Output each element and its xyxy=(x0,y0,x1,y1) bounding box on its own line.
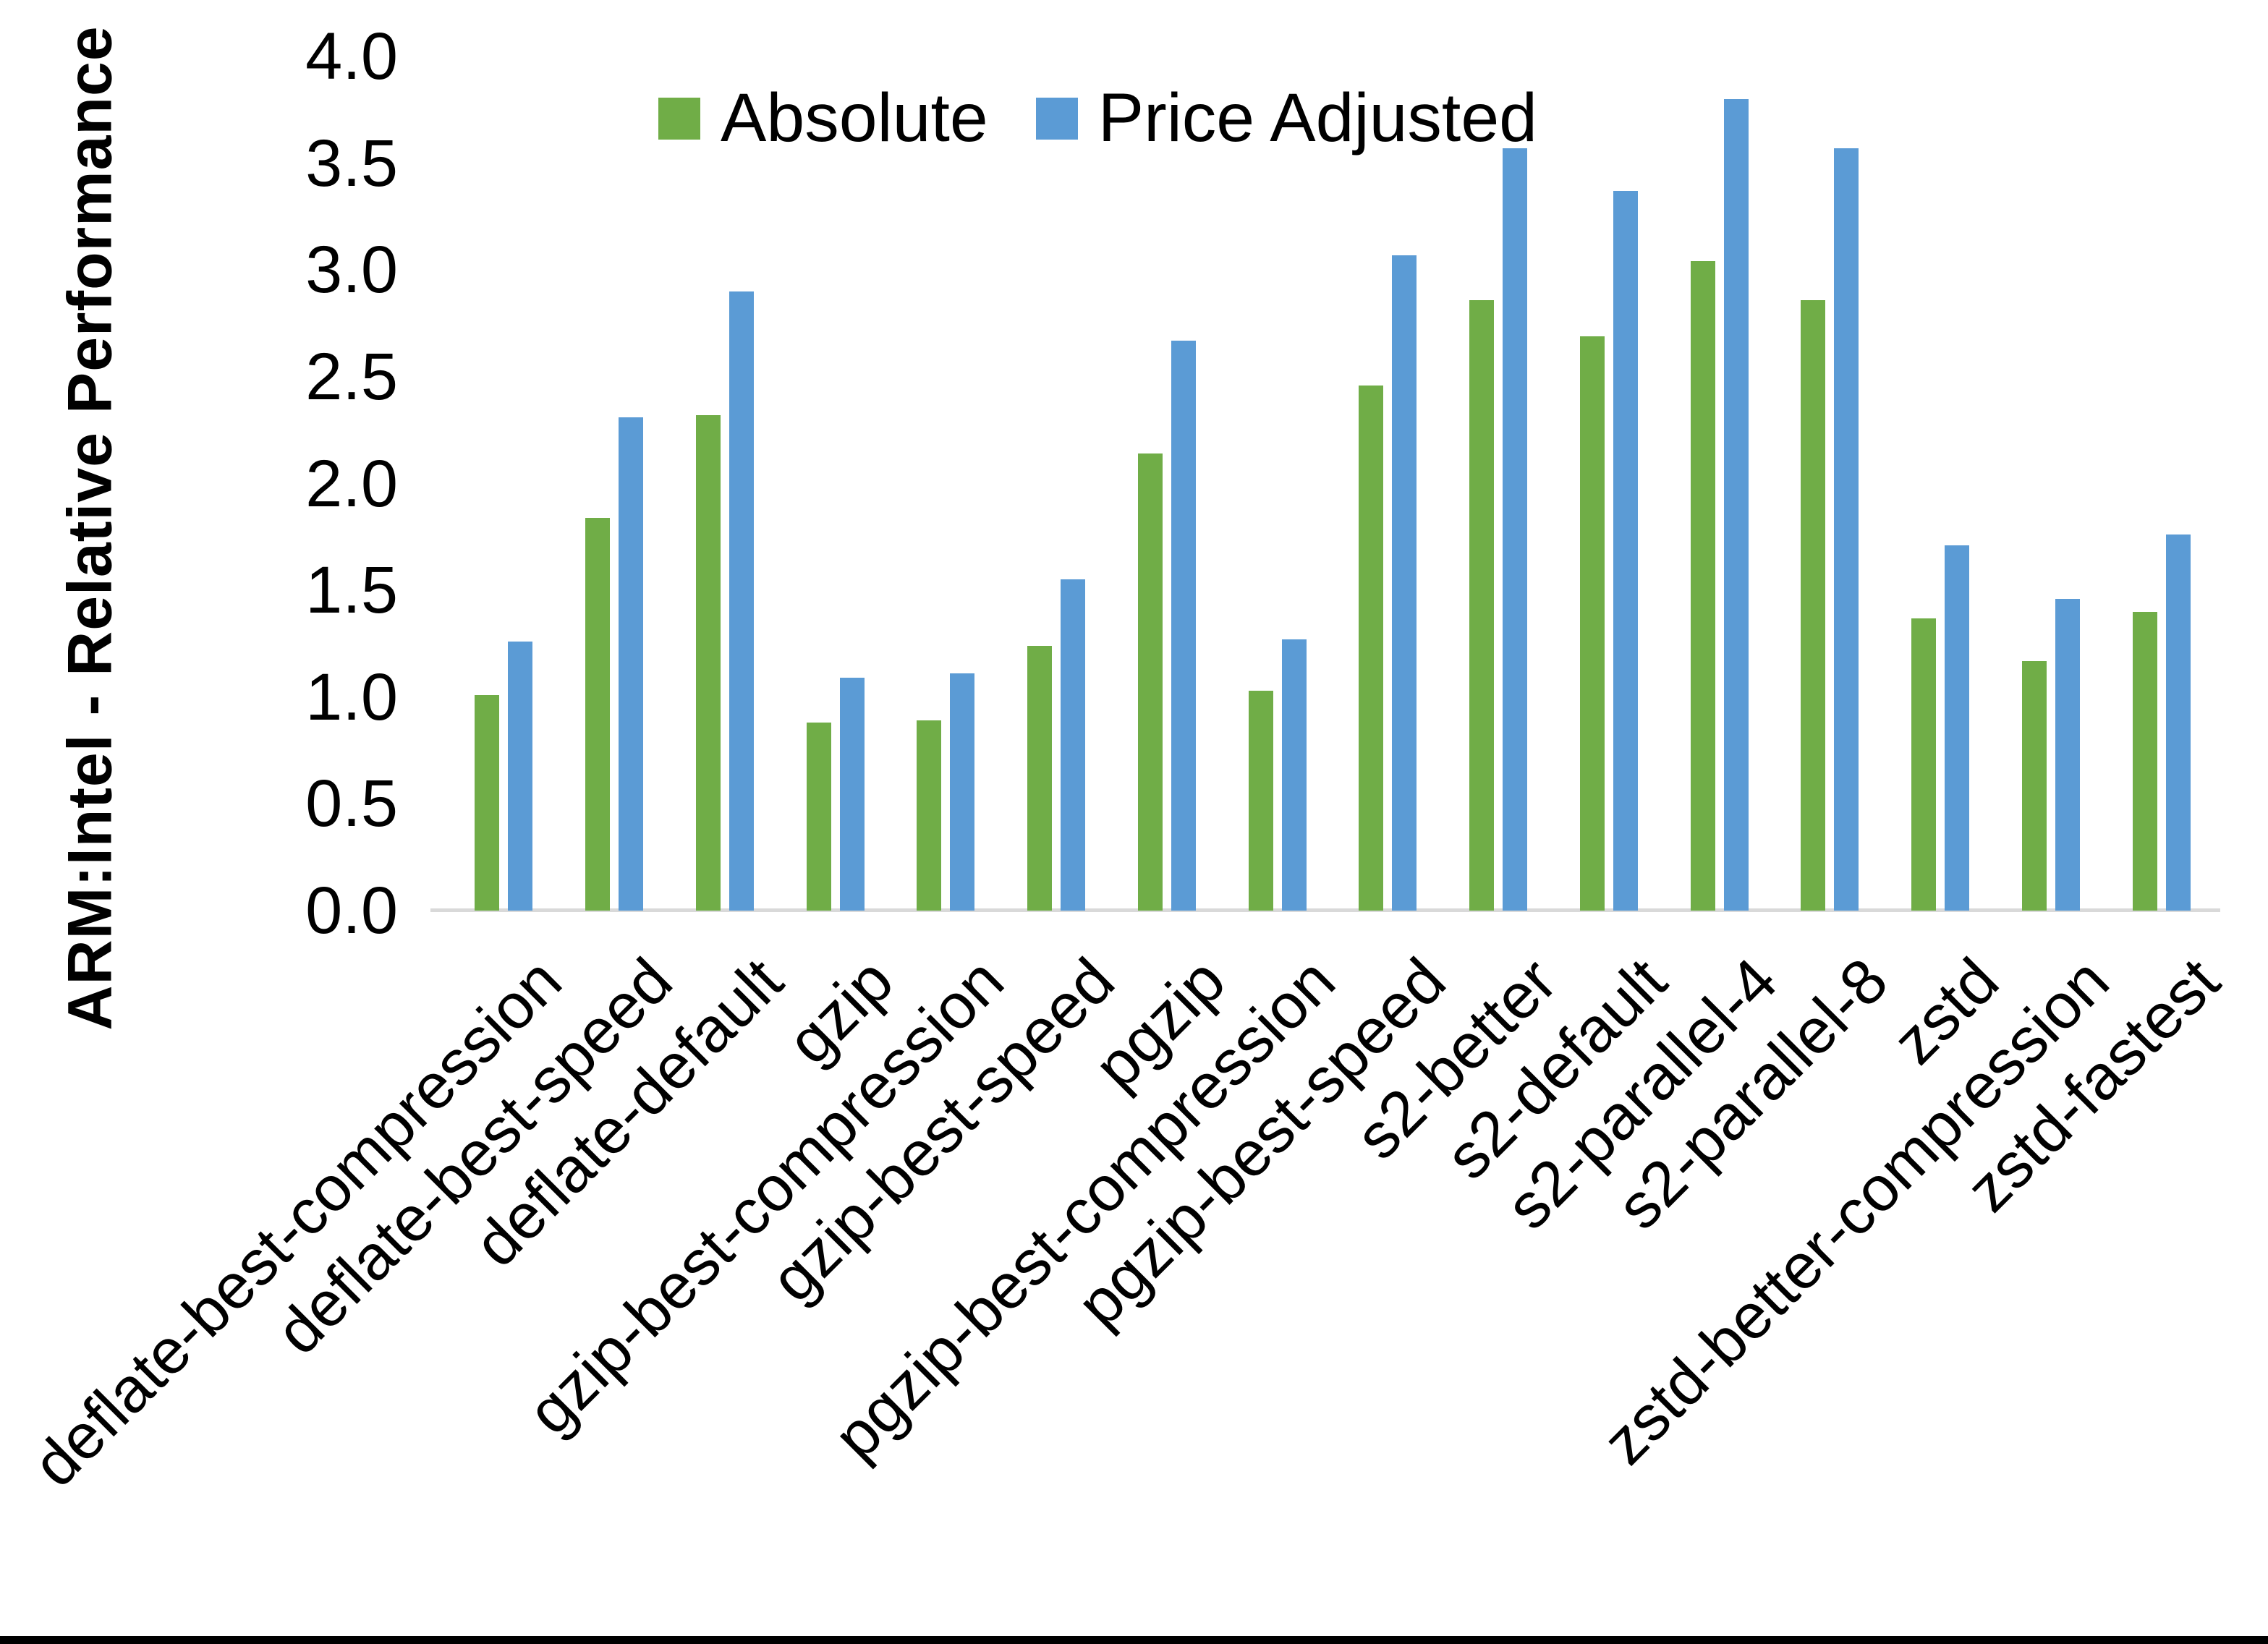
bar-price-adjusted-deflate-best-speed xyxy=(619,417,644,911)
bar-absolute-gzip-best-speed xyxy=(1027,645,1053,911)
bar-group-zstd-better-compression xyxy=(1996,56,2107,911)
y-tick-label: 2.5 xyxy=(305,339,398,414)
bar-group-deflate-best-compression xyxy=(449,56,559,911)
bar-group-zstd-fastest xyxy=(2106,56,2217,911)
legend-label-absolute: Absolute xyxy=(721,80,988,156)
bar-price-adjusted-pgzip xyxy=(1171,340,1196,911)
bar-absolute-zstd xyxy=(1911,618,1937,911)
bar-group-pgzip xyxy=(1112,56,1223,911)
bar-absolute-pgzip xyxy=(1137,453,1163,911)
bar-price-adjusted-s2-parallel-8 xyxy=(1834,148,1859,911)
bar-price-adjusted-gzip xyxy=(839,678,865,911)
bar-price-adjusted-zstd xyxy=(1945,545,1970,911)
legend-item-price-adjusted: Price Adjusted xyxy=(1035,80,1537,156)
bar-group-s2-parallel-8 xyxy=(1775,56,1885,911)
y-tick-label: 1.5 xyxy=(305,553,398,628)
bar-absolute-zstd-fastest xyxy=(2132,611,2157,911)
bar-absolute-s2-parallel-8 xyxy=(1801,299,1826,911)
bar-group-s2-parallel-4 xyxy=(1664,56,1775,911)
bar-group-s2-default xyxy=(1554,56,1665,911)
bar-price-adjusted-deflate-best-compression xyxy=(508,642,533,911)
y-tick-label: 0.5 xyxy=(305,767,398,841)
bar-absolute-gzip-best-compression xyxy=(917,720,942,911)
bar-absolute-deflate-best-compression xyxy=(475,694,500,911)
bar-price-adjusted-s2-parallel-4 xyxy=(1723,99,1749,911)
legend-marker-absolute xyxy=(658,97,700,140)
bar-group-pgzip-best-speed xyxy=(1333,56,1443,911)
bar-absolute-s2-parallel-4 xyxy=(1690,261,1715,911)
y-tick-label: 1.0 xyxy=(305,660,398,734)
plot-area xyxy=(430,56,2220,912)
bar-group-deflate-default xyxy=(670,56,781,911)
bar-absolute-s2-better xyxy=(1469,299,1495,911)
bar-price-adjusted-s2-better xyxy=(1503,148,1528,911)
bar-absolute-zstd-better-compression xyxy=(2021,660,2047,911)
legend-label-price-adjusted: Price Adjusted xyxy=(1097,80,1537,156)
bar-price-adjusted-s2-default xyxy=(1613,191,1638,911)
legend-item-absolute: Absolute xyxy=(658,84,988,153)
bar-price-adjusted-deflate-default xyxy=(729,291,754,911)
bar-absolute-deflate-default xyxy=(695,415,721,911)
y-tick-label: 0.0 xyxy=(305,874,398,947)
bar-price-adjusted-gzip-best-speed xyxy=(1061,579,1086,911)
x-axis-line xyxy=(430,908,2220,912)
bar-group-s2-better xyxy=(1443,56,1554,911)
bar-price-adjusted-pgzip-best-compression xyxy=(1281,639,1307,911)
y-tick-label: 3.0 xyxy=(305,233,398,307)
bar-price-adjusted-gzip-best-compression xyxy=(950,673,975,911)
bar-absolute-pgzip-best-compression xyxy=(1248,690,1273,911)
bar-absolute-deflate-best-speed xyxy=(585,517,611,911)
bar-absolute-pgzip-best-speed xyxy=(1359,385,1384,911)
y-tick-label: 2.0 xyxy=(305,446,398,521)
bar-group-zstd xyxy=(1885,56,1996,911)
bar-price-adjusted-pgzip-best-speed xyxy=(1392,255,1417,911)
bar-absolute-s2-default xyxy=(1579,336,1605,911)
bar-price-adjusted-zstd-better-compression xyxy=(2055,598,2080,911)
bar-group-pgzip-best-compression xyxy=(1222,56,1333,911)
y-tick-label: 3.5 xyxy=(305,126,398,200)
bar-absolute-gzip xyxy=(806,723,831,911)
bar-group-deflate-best-speed xyxy=(559,56,670,911)
legend: Absolute Price Adjusted xyxy=(658,84,1537,153)
bar-price-adjusted-zstd-fastest xyxy=(2165,534,2191,911)
bar-group-gzip-best-speed xyxy=(1001,56,1112,911)
y-tick-label: 4.0 xyxy=(305,20,398,93)
bottom-border xyxy=(0,1636,2268,1644)
bar-group-gzip-best-compression xyxy=(891,56,1001,911)
legend-marker-price-adjusted xyxy=(1035,97,1078,140)
bar-group-gzip xyxy=(780,56,891,911)
